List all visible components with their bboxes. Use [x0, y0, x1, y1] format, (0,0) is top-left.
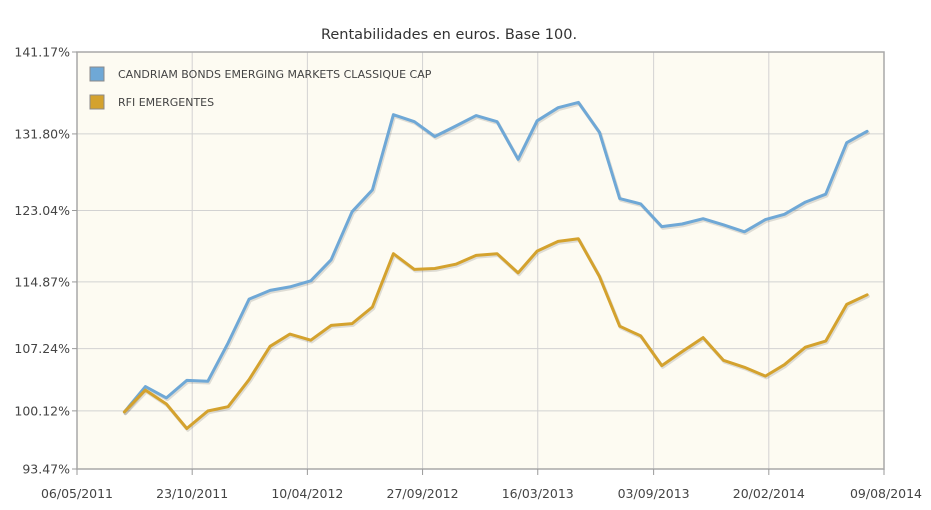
x-tick-label: 23/10/2011 — [156, 486, 228, 501]
x-tick-label: 03/09/2013 — [618, 486, 690, 501]
x-tick-label: 20/02/2014 — [733, 486, 805, 501]
series-lines — [122, 100, 870, 432]
y-tick-label: 123.04% — [14, 203, 70, 218]
x-tick-label: 27/09/2012 — [387, 486, 459, 501]
plot-background — [77, 52, 884, 469]
y-axis-labels: 93.47% 100.12% 107.24% 114.87% 123.04% 131.80… — [14, 45, 77, 477]
plot-frame — [76, 51, 885, 470]
x-tick-label: 16/03/2013 — [502, 486, 574, 501]
x-tick-label: 10/04/2012 — [271, 486, 343, 501]
legend-label: RFI EMERGENTES — [118, 96, 214, 109]
legend-swatch — [89, 94, 105, 110]
x-tick-label: 06/05/2011 — [41, 486, 113, 501]
y-tick-label: 100.12% — [14, 403, 70, 418]
legend-swatch — [89, 66, 105, 82]
series-1-group — [122, 100, 870, 416]
legend-label: CANDRIAM BONDS EMERGING MARKETS CLASSIQU… — [118, 68, 432, 81]
y-tick-label: 131.80% — [14, 126, 70, 141]
y-tick-label: 107.24% — [14, 341, 70, 356]
series-2-group — [122, 237, 870, 432]
x-axis-labels: 06/05/2011 23/10/2011 10/04/2012 27/09/2012… — [41, 469, 922, 501]
chart-title: Rentabilidades en euros. Base 100. — [321, 27, 577, 43]
y-tick-label: 93.47% — [22, 462, 70, 477]
y-tick-label: 141.17% — [14, 45, 70, 60]
series-2-line — [122, 237, 869, 430]
y-tick-label: 114.87% — [14, 274, 70, 289]
x-tick-label: 09/08/2014 — [850, 486, 922, 501]
series-1-line — [122, 100, 869, 414]
legend: CANDRIAM BONDS EMERGING MARKETS CLASSIQU… — [89, 66, 432, 110]
